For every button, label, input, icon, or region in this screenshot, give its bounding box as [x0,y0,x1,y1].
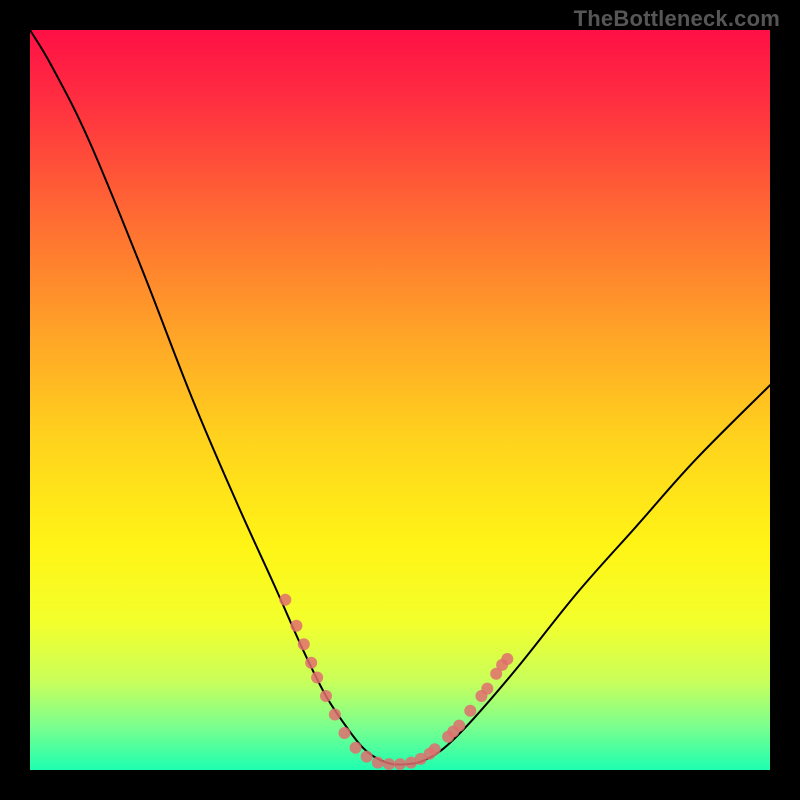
scatter-point [311,672,323,684]
scatter-point [453,720,465,732]
scatter-point [290,620,302,632]
plot-svg [30,30,770,770]
scatter-point [329,709,341,721]
scatter-point [305,657,317,669]
scatter-point [298,638,310,650]
gradient-background [30,30,770,770]
watermark-text: TheBottleneck.com [574,6,780,32]
scatter-point [481,683,493,695]
scatter-point [339,727,351,739]
scatter-point [350,742,362,754]
scatter-point [383,758,395,770]
scatter-point [279,594,291,606]
scatter-point [429,743,441,755]
scatter-point [394,758,406,770]
scatter-point [361,751,373,763]
plot-area [30,30,770,770]
scatter-point [320,690,332,702]
scatter-point [464,705,476,717]
scatter-point [501,653,513,665]
chart-frame: TheBottleneck.com [0,0,800,800]
scatter-point [372,757,384,769]
